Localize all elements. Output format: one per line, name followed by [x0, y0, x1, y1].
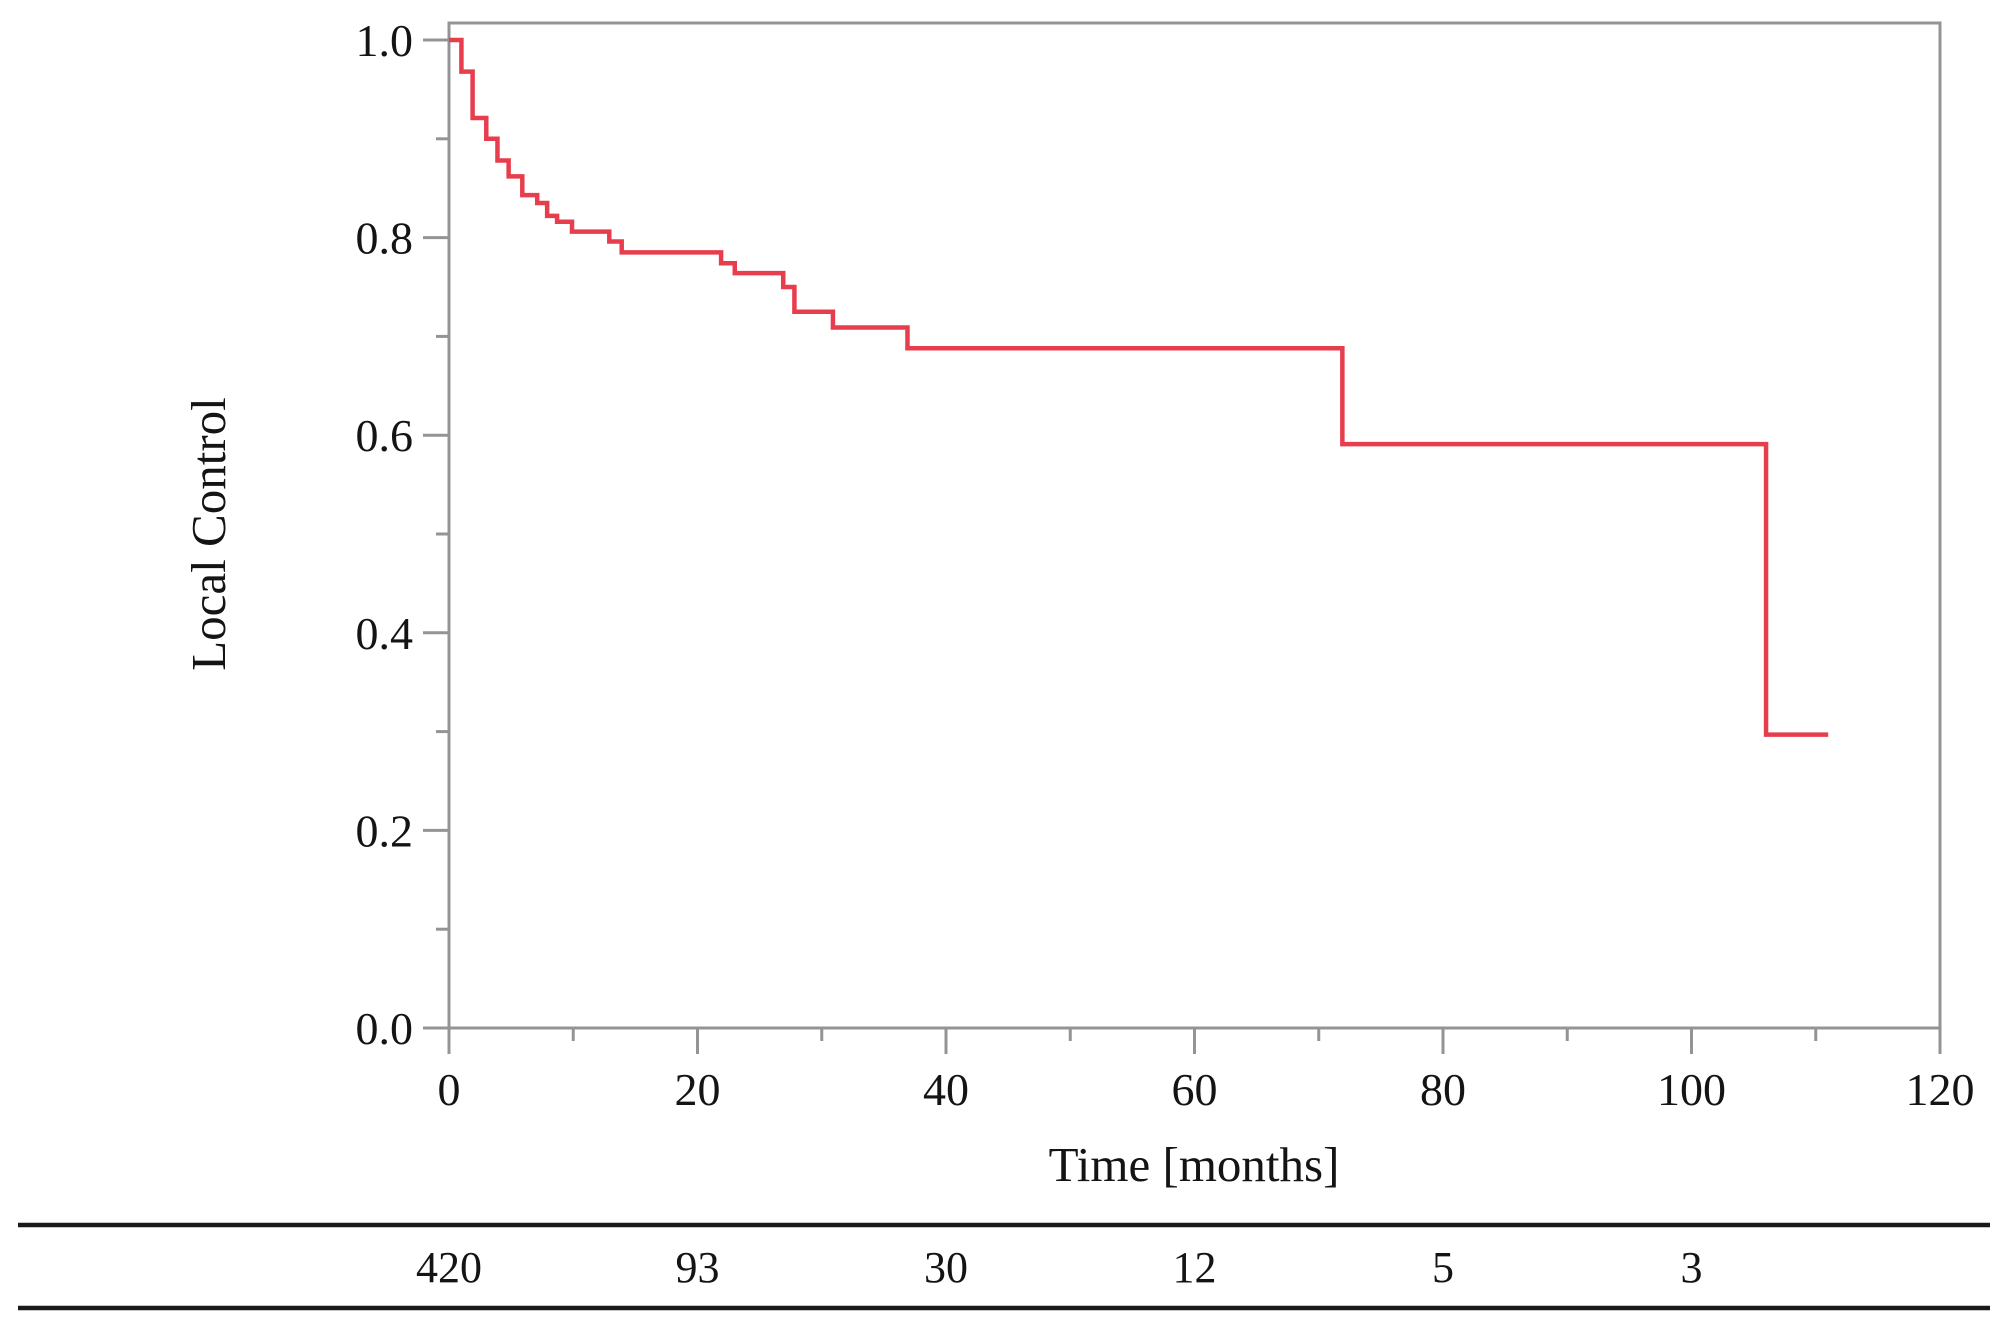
y-tick-label: 0.0 [356, 1003, 414, 1054]
at-risk-count: 5 [1432, 1243, 1454, 1292]
x-tick-label: 40 [923, 1064, 969, 1115]
x-tick-label: 100 [1657, 1064, 1726, 1115]
y-tick-label: 1.0 [356, 15, 414, 66]
x-tick-label: 20 [675, 1064, 721, 1115]
axis-tick-labels: 0 20 40 60 80 100 120 0.0 0.2 0.4 0.6 0.8 1.0 [356, 15, 1975, 1115]
axis-ticks [423, 38, 1942, 1054]
x-tick-label: 0 [438, 1064, 461, 1115]
x-tick-label: 80 [1420, 1064, 1466, 1115]
number-at-risk-table: 420 93 30 12 5 3 [18, 1222, 1990, 1311]
y-tick-label: 0.4 [356, 608, 414, 659]
x-tick-label: 120 [1906, 1064, 1975, 1115]
at-risk-count: 30 [924, 1243, 968, 1292]
y-axis-title: Local Control [181, 397, 236, 671]
at-risk-count: 93 [676, 1243, 720, 1292]
km-step-curve [449, 37, 1829, 737]
y-tick-label: 0.2 [356, 805, 414, 856]
at-risk-count: 420 [416, 1243, 482, 1292]
at-risk-count: 12 [1173, 1243, 1217, 1292]
x-axis-title: Time [months] [1049, 1137, 1340, 1192]
x-tick-label: 60 [1172, 1064, 1218, 1115]
plot-frame [447, 21, 1942, 1030]
y-tick-label: 0.8 [356, 213, 414, 264]
survival-curve-group [449, 37, 1829, 737]
y-tick-label: 0.6 [356, 410, 414, 461]
at-risk-count: 3 [1681, 1243, 1703, 1292]
